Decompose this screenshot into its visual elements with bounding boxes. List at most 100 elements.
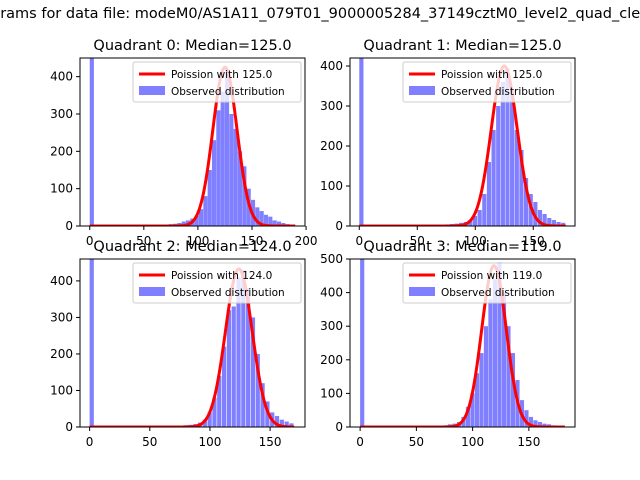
y-tick-label: 400 <box>50 70 73 84</box>
legend-box <box>132 262 302 304</box>
histogram-bar <box>194 215 199 226</box>
histogram-bar <box>501 292 507 427</box>
histogram-bar <box>519 150 524 226</box>
histogram-bar <box>537 210 543 226</box>
y-tick-label: 400 <box>320 286 343 300</box>
quadrant-1-panel: 0 50 100 150 0 100 200 300 400 Quadrant 1: Median… <box>320 38 576 248</box>
legend-entry-observed: Observed distribution <box>171 287 285 299</box>
histogram-bar <box>483 326 489 427</box>
histogram-bar <box>488 299 493 427</box>
y-tick-label: 100 <box>50 182 73 196</box>
histogram-bar <box>561 222 566 226</box>
quadrant-1-axes-frame <box>349 57 576 227</box>
histogram-bar <box>497 262 502 427</box>
x-tick-label: 150 <box>522 234 545 248</box>
histogram-bar <box>551 220 556 226</box>
y-tick-label: 0 <box>65 219 73 233</box>
histogram-bar <box>523 178 529 226</box>
figure-title: Histograms for data file: modeM0/AS1A11_… <box>0 6 640 22</box>
x-tick-label: 100 <box>464 234 487 248</box>
histogram-bar <box>224 69 230 226</box>
histogram-bar <box>250 317 256 427</box>
histogram-bar <box>229 114 234 226</box>
figure-title-container: Histograms for data file: modeM0/AS1A11_… <box>0 6 640 28</box>
histogram-bar <box>89 259 94 427</box>
x-tick-label: 150 <box>241 234 264 248</box>
histogram-bar <box>211 140 217 226</box>
histogram-bar <box>468 220 473 226</box>
histogram-bar <box>274 416 280 427</box>
histogram-bar <box>510 90 515 226</box>
legend-box <box>402 61 572 103</box>
y-tick-label: 100 <box>50 383 73 397</box>
x-tick-label: 100 <box>186 234 209 248</box>
histogram-bar <box>479 353 484 427</box>
histogram-bar <box>198 209 204 226</box>
histogram-bar <box>263 214 269 226</box>
histogram-bar <box>207 170 212 226</box>
histogram-bar <box>477 210 482 226</box>
legend-entry-observed: Observed distribution <box>171 86 285 98</box>
histogram-bar <box>226 310 232 427</box>
quadrant-0-panel: 0 50 100 150 200 0 100 200 300 400 Quadrant 0: Med… <box>50 38 317 248</box>
histogram-bar <box>181 221 186 226</box>
histogram-bar <box>279 419 284 427</box>
histogram-bar <box>207 412 212 427</box>
quadrant-3-panel: 0 50 100 150 0 100 200 300 400 500 Quadrant 3: Med… <box>320 239 576 449</box>
x-tick-label: 200 <box>295 234 318 248</box>
y-tick-label: 200 <box>50 144 73 158</box>
legend-entry-fit: Poission with 119.0 <box>441 270 542 282</box>
y-tick-label: 300 <box>50 310 73 324</box>
histogram-bar <box>284 421 289 427</box>
histogram-bar <box>482 194 487 226</box>
quadrant-3-axes-frame <box>349 258 576 428</box>
legend-entry-fit: Poission with 125.0 <box>441 69 542 81</box>
quadrant-0-title: Quadrant 0: Median=125.0 <box>93 38 291 54</box>
histogram-bar <box>241 269 246 427</box>
y-tick-label: 200 <box>320 139 343 153</box>
legend-box <box>132 61 302 103</box>
x-tick-label: 50 <box>410 234 425 248</box>
y-tick-label: 400 <box>50 274 73 288</box>
histogram-bar <box>217 375 222 427</box>
legend-box <box>402 262 572 304</box>
quadrant-0-axes-frame <box>79 57 306 227</box>
histogram-bar <box>359 58 364 226</box>
quadrant-1-legend: Poission with 125.0 Observed distribution <box>402 61 572 103</box>
quadrant-2-legend: Poission with 124.0 Observed distribution <box>132 262 302 304</box>
x-tick-label: 50 <box>409 435 424 449</box>
x-tick-label: 50 <box>136 234 151 248</box>
histogram-bar <box>500 82 505 226</box>
histogram-bar <box>514 130 519 226</box>
histogram-bar <box>272 220 277 226</box>
y-tick-label: 300 <box>320 99 343 113</box>
y-tick-label: 500 <box>320 252 343 266</box>
y-tick-label: 0 <box>335 219 343 233</box>
histogram-bar <box>216 110 221 226</box>
x-tick-label: 150 <box>259 435 282 449</box>
histogram-bar <box>486 162 492 226</box>
histogram-bar <box>496 106 501 226</box>
quadrant-3-title: Quadrant 3: Median=119.0 <box>363 239 561 255</box>
x-tick-label: 0 <box>355 234 363 248</box>
x-tick-label: 0 <box>356 435 364 449</box>
y-tick-label: 300 <box>50 107 73 121</box>
histogram-bar <box>236 277 241 427</box>
histogram-bar <box>542 423 547 427</box>
histogram-bar <box>203 196 208 226</box>
legend-patch-swatch <box>139 86 165 95</box>
histogram-bar <box>276 221 282 226</box>
histogram-bar <box>510 353 516 427</box>
x-tick-label: 50 <box>142 435 157 449</box>
histogram-bar <box>220 91 225 226</box>
legend-patch-swatch <box>409 287 435 296</box>
histogram-bar <box>242 166 247 226</box>
fit-curve-line <box>358 64 567 226</box>
legend-entry-observed: Observed distribution <box>441 86 555 98</box>
histogram-bar <box>470 393 475 427</box>
quadrant-1-title: Quadrant 1: Median=125.0 <box>363 38 561 54</box>
quadrant-2-panel: 0 50 100 150 0 100 200 300 400 Quadrant 2: Median… <box>50 239 306 449</box>
histogram-bar <box>231 306 236 427</box>
histogram-bar <box>547 218 552 226</box>
